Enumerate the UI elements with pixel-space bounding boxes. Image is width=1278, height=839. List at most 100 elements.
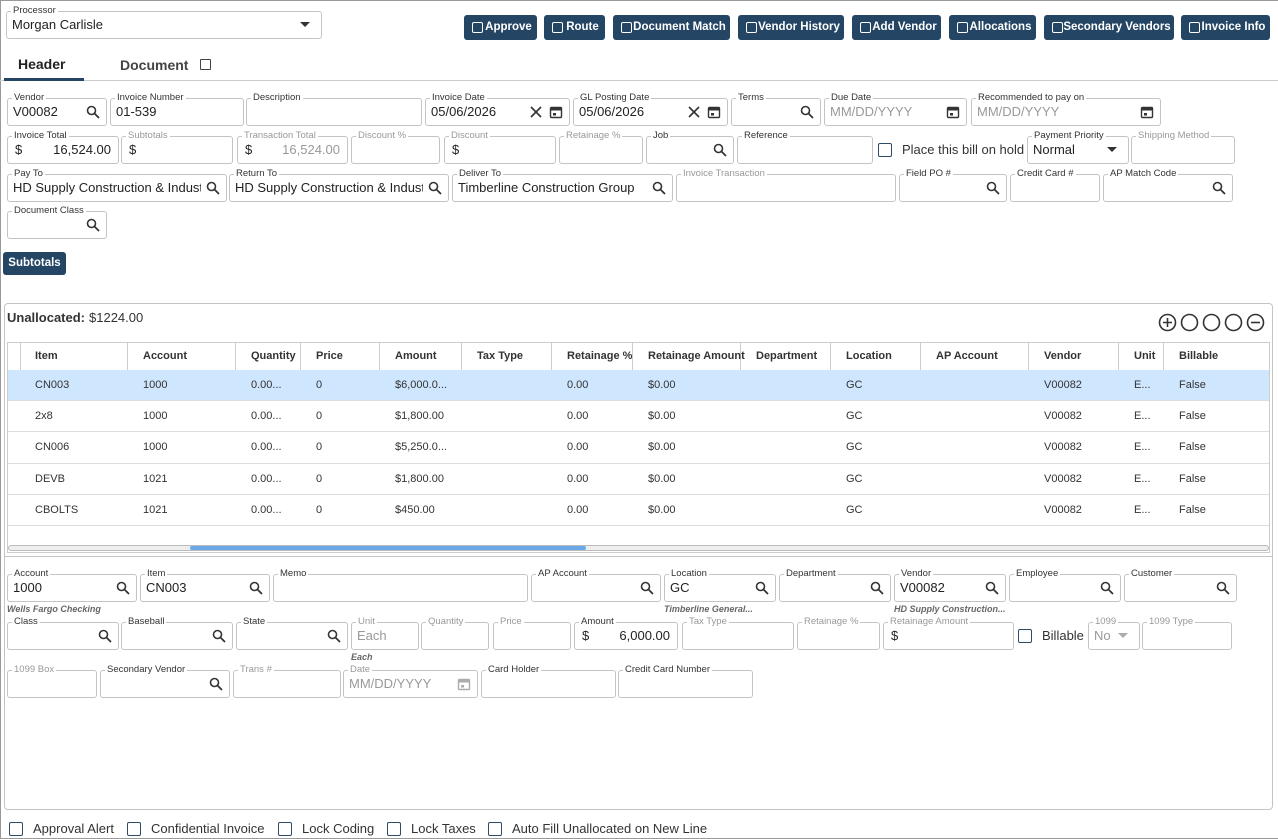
- search-icon[interactable]: [428, 181, 442, 195]
- calendar-icon[interactable]: [549, 105, 563, 119]
- input-field[interactable]: [731, 98, 821, 126]
- column-header[interactable]: Tax Type: [477, 350, 524, 362]
- field-label: Due Date: [829, 92, 874, 103]
- toolbar-button[interactable]: Secondary Vendors: [1044, 15, 1174, 40]
- column-header[interactable]: AP Account: [936, 350, 998, 362]
- grid-cell: V00082: [1044, 473, 1082, 485]
- calendar-icon[interactable]: [457, 677, 471, 691]
- scrollbar-thumb[interactable]: [190, 546, 586, 550]
- subtotals-button[interactable]: Subtotals: [3, 252, 66, 275]
- column-header[interactable]: Location: [846, 350, 892, 362]
- column-header[interactable]: Vendor: [1044, 350, 1082, 362]
- tab[interactable]: Header: [18, 56, 66, 72]
- column-header[interactable]: Retainage %: [567, 350, 633, 362]
- toolbar-button[interactable]: Allocations: [949, 15, 1036, 40]
- dropdown-icon[interactable]: [1107, 147, 1117, 153]
- column-header[interactable]: Item: [35, 350, 58, 362]
- toolbar-button[interactable]: Vendor History: [738, 15, 844, 40]
- search-icon[interactable]: [212, 629, 226, 643]
- calendar-icon[interactable]: [946, 105, 960, 119]
- search-icon[interactable]: [640, 581, 654, 595]
- column-header[interactable]: Department: [756, 350, 818, 362]
- toolbar-button[interactable]: Route: [544, 15, 605, 40]
- grid-row[interactable]: [8, 401, 1269, 432]
- search-icon[interactable]: [98, 629, 112, 643]
- search-icon[interactable]: [86, 105, 100, 119]
- checkbox[interactable]: [387, 822, 401, 836]
- field-value: Morgan Carlisle: [12, 17, 104, 32]
- icon-part: [800, 105, 811, 116]
- column-header[interactable]: Quantity: [251, 350, 296, 362]
- tab[interactable]: Document: [120, 57, 189, 73]
- search-icon[interactable]: [800, 105, 814, 119]
- search-icon[interactable]: [1212, 181, 1226, 195]
- checkbox[interactable]: [878, 143, 892, 157]
- grid-row[interactable]: [8, 495, 1269, 526]
- column-header[interactable]: Unit: [1134, 350, 1156, 362]
- field-label: Invoice Total: [12, 130, 69, 141]
- button-icon: [860, 22, 871, 33]
- checkbox[interactable]: [1018, 629, 1032, 643]
- column-header[interactable]: Price: [316, 350, 343, 362]
- input-field[interactable]: [899, 174, 1007, 202]
- search-icon[interactable]: [327, 629, 341, 643]
- checkbox[interactable]: [488, 822, 502, 836]
- input-field[interactable]: [664, 574, 776, 602]
- grid-cell: $450.00: [395, 504, 435, 516]
- clear-icon[interactable]: [530, 106, 542, 118]
- toolbar-button[interactable]: Add Vendor: [852, 15, 941, 40]
- icon-part: [992, 588, 999, 595]
- remove-icon[interactable]: [1246, 313, 1265, 332]
- search-icon[interactable]: [86, 218, 100, 232]
- icon-part: [950, 113, 953, 116]
- grid-row[interactable]: [8, 370, 1269, 401]
- input-field[interactable]: [273, 574, 528, 602]
- icon-part: [86, 218, 100, 232]
- search-icon[interactable]: [986, 181, 1000, 195]
- column-header[interactable]: Retainage Amount: [648, 350, 745, 362]
- search-icon[interactable]: [1100, 581, 1114, 595]
- search-icon[interactable]: [985, 581, 999, 595]
- calendar-icon[interactable]: [1140, 105, 1154, 119]
- checkbox[interactable]: [9, 822, 23, 836]
- search-icon[interactable]: [206, 181, 220, 195]
- toolbar-button[interactable]: Approve: [464, 15, 537, 40]
- icon-part: [530, 106, 542, 118]
- split-icon[interactable]: [1202, 313, 1221, 332]
- search-icon[interactable]: [116, 581, 130, 595]
- checkbox[interactable]: [278, 822, 292, 836]
- clear-icon[interactable]: [688, 106, 700, 118]
- search-icon[interactable]: [713, 143, 727, 157]
- icon-part: [213, 188, 220, 195]
- grid-row[interactable]: [8, 464, 1269, 495]
- search-icon[interactable]: [1216, 581, 1230, 595]
- column-header[interactable]: Account: [143, 350, 187, 362]
- copy-icon[interactable]: [1180, 313, 1199, 332]
- add-icon[interactable]: [1158, 313, 1177, 332]
- processor-select[interactable]: [6, 11, 322, 39]
- column-header[interactable]: Billable: [1179, 350, 1219, 362]
- calendar-icon[interactable]: [707, 105, 721, 119]
- checkbox[interactable]: [127, 822, 141, 836]
- grid-row[interactable]: [8, 432, 1269, 464]
- field-label: Vendor: [12, 92, 47, 103]
- dropdown-icon[interactable]: [1118, 633, 1128, 639]
- grid-cell: 0.00: [567, 441, 589, 453]
- grid-cell: 0.00...: [251, 473, 282, 485]
- field-value: V00082: [900, 580, 945, 595]
- column-divider: [551, 343, 552, 370]
- toolbar-button[interactable]: Document Match: [613, 15, 730, 40]
- toolbar-button[interactable]: Invoice Info: [1181, 15, 1270, 40]
- search-icon[interactable]: [209, 677, 223, 691]
- icon-part: [219, 636, 226, 643]
- search-icon[interactable]: [870, 581, 884, 595]
- search-icon[interactable]: [755, 581, 769, 595]
- dropdown-icon[interactable]: [300, 22, 310, 28]
- grid-cell: 0.00...: [251, 410, 282, 422]
- column-header[interactable]: Amount: [395, 350, 437, 362]
- icon-part: [300, 22, 310, 27]
- refresh-icon[interactable]: [1224, 313, 1243, 332]
- icon-part: [986, 181, 1000, 195]
- search-icon[interactable]: [249, 581, 263, 595]
- search-icon[interactable]: [652, 181, 666, 195]
